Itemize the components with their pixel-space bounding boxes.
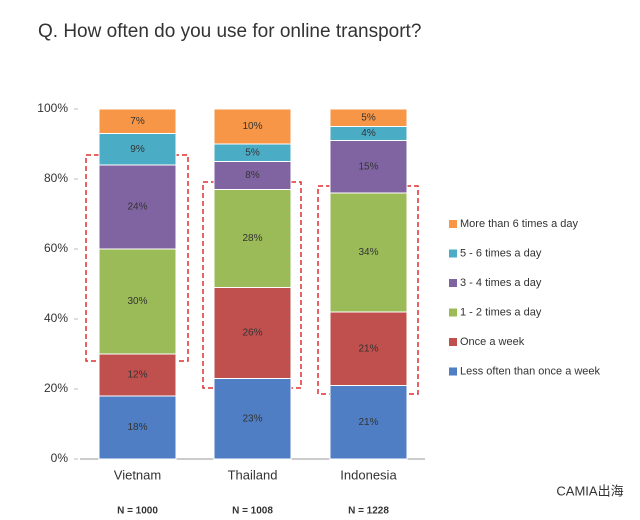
bar-segment [98, 133, 177, 166]
legend-swatch [449, 338, 457, 346]
legend-swatch [449, 279, 457, 287]
bar-segment [329, 140, 408, 194]
legend-label: 1 - 2 times a day [460, 306, 542, 318]
legend-label: Less often than once a week [460, 365, 601, 377]
bar-segment [98, 395, 177, 460]
value-label: 8% [245, 170, 260, 181]
value-label: 5% [361, 112, 376, 123]
bar-segment [329, 192, 408, 313]
value-label: 10% [242, 121, 262, 132]
value-label: 23% [242, 413, 262, 424]
chart-title: Q. How often do you use for online trans… [38, 21, 421, 42]
value-label: 9% [130, 144, 145, 155]
bar-segment [329, 311, 408, 386]
y-tick-label: 80% [44, 171, 68, 185]
y-tick-label: 60% [44, 241, 68, 255]
bar-segment [329, 385, 408, 460]
y-tick-label: 100% [37, 101, 68, 115]
legend-label: Once a week [460, 336, 525, 348]
bar-segment [98, 353, 177, 397]
bar-segment [213, 161, 292, 190]
value-label: 12% [127, 370, 147, 381]
y-tick-label: 0% [51, 451, 69, 465]
watermark: CAMIA出海 [556, 483, 623, 498]
sample-size: N = 1228 [348, 506, 389, 517]
bar-segment [213, 287, 292, 379]
bar-segment [98, 108, 177, 134]
sample-size: N = 1008 [232, 506, 273, 517]
value-label: 15% [358, 161, 378, 172]
value-label: 26% [242, 328, 262, 339]
bar-segment [98, 164, 177, 250]
value-label: 24% [127, 202, 147, 213]
bar-segment [213, 378, 292, 460]
bar-segment [213, 108, 292, 145]
sample-size: N = 1000 [117, 506, 158, 517]
legend-label: More than 6 times a day [460, 218, 579, 230]
legend-swatch [449, 308, 457, 317]
value-label: 4% [361, 128, 376, 139]
x-tick-label: Indonesia [340, 467, 397, 482]
value-label: 21% [358, 343, 378, 354]
legend-swatch [449, 220, 457, 228]
value-label: 18% [127, 422, 147, 433]
value-label: 7% [130, 116, 145, 127]
bar-segment [213, 189, 292, 288]
x-tick-label: Thailand [228, 467, 278, 482]
legend-swatch [449, 249, 457, 258]
legend-label: 5 - 6 times a day [460, 247, 542, 259]
legend-swatch [449, 367, 457, 376]
legend-label: 3 - 4 times a day [460, 277, 542, 289]
x-tick-label: Vietnam [114, 467, 161, 482]
value-label: 21% [358, 417, 378, 428]
value-label: 34% [358, 247, 378, 258]
value-label: 28% [242, 233, 262, 244]
y-tick-label: 20% [44, 381, 68, 395]
value-label: 30% [127, 296, 147, 307]
value-label: 5% [245, 147, 260, 158]
bar-segment [329, 108, 408, 127]
y-tick-label: 40% [44, 311, 68, 325]
